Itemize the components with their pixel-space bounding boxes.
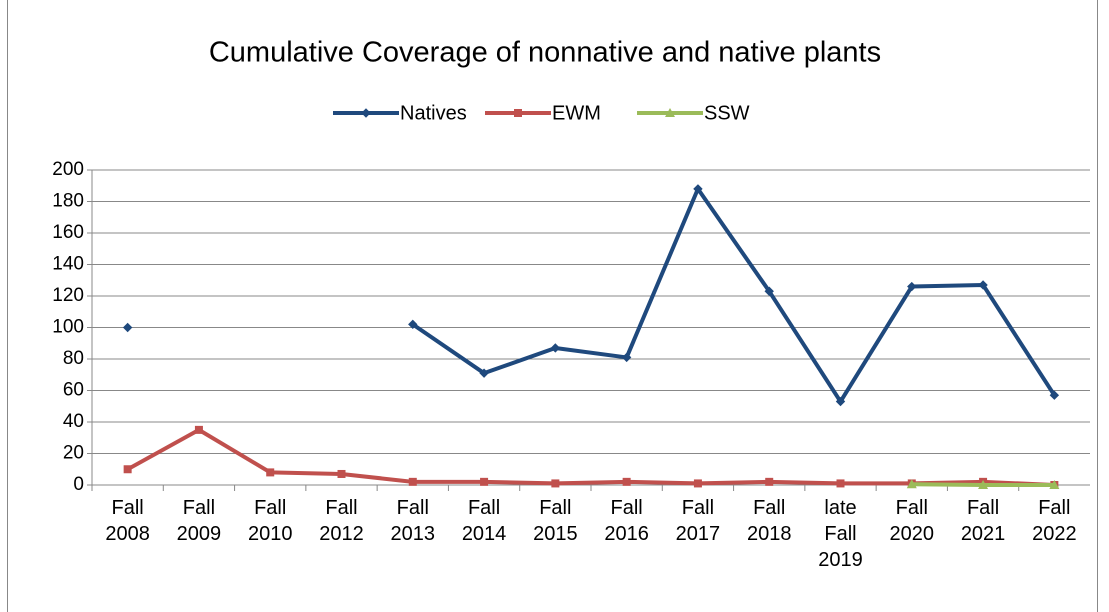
point <box>123 465 132 474</box>
chart-border <box>7 0 1098 612</box>
point <box>765 477 774 486</box>
point <box>1049 480 1060 489</box>
x-tick-label: Fall 2010 <box>247 497 293 545</box>
point <box>479 368 489 378</box>
point <box>1049 390 1060 400</box>
x-tick-label: Fall 2008 <box>105 497 150 545</box>
legend-label: Natives <box>400 102 467 124</box>
point <box>693 184 703 194</box>
point <box>408 477 417 486</box>
x-tick-label: Fall 2012 <box>319 497 364 545</box>
point <box>693 479 702 488</box>
point <box>764 286 774 296</box>
x-tick-label: late Fall 2019 <box>818 497 863 571</box>
x-tick-label: Fall 2015 <box>533 497 578 545</box>
x-tick-label: Fall 2018 <box>746 497 792 545</box>
point <box>621 352 632 363</box>
point <box>906 479 917 489</box>
x-tick-label: Fall 2014 <box>461 497 507 545</box>
point <box>337 469 346 478</box>
point <box>551 479 560 488</box>
y-tick-label: 140 <box>52 254 84 275</box>
legend-marker <box>514 109 522 117</box>
point <box>622 477 631 486</box>
point <box>122 322 133 333</box>
point <box>480 477 489 486</box>
x-tick-label: Fall 2013 <box>390 497 436 545</box>
legend-label: EWM <box>552 102 601 124</box>
point <box>194 425 203 434</box>
x-tick-label: Fall 2017 <box>675 497 721 545</box>
legend-marker <box>361 108 371 118</box>
chart-title: Cumulative Coverage of nonnative and nat… <box>209 37 881 69</box>
point <box>978 280 988 290</box>
point <box>550 343 561 353</box>
point <box>836 479 845 488</box>
legend-label: SSW <box>704 102 750 124</box>
y-tick-label: 100 <box>52 317 84 338</box>
legend-marker <box>665 108 675 117</box>
point <box>978 480 989 489</box>
y-tick-label: 0 <box>73 474 84 495</box>
series-line <box>411 186 1057 404</box>
point <box>835 396 846 407</box>
x-tick-label: Fall 2022 <box>1032 497 1077 545</box>
y-tick-label: 160 <box>52 222 84 243</box>
point <box>408 319 418 330</box>
x-tick-label: Fall 2016 <box>604 497 649 545</box>
point <box>266 468 275 477</box>
y-tick-label: 120 <box>52 285 84 306</box>
series-line <box>126 427 1055 487</box>
x-tick-label: Fall 2009 <box>176 497 222 545</box>
y-tick-label: 60 <box>63 380 84 401</box>
y-tick-label: 40 <box>63 411 84 432</box>
x-tick-label: Fall 2020 <box>889 497 935 545</box>
x-tick-label: Fall 2021 <box>960 497 1006 545</box>
point <box>907 281 917 292</box>
y-tick-label: 180 <box>52 191 84 212</box>
y-tick-label: 20 <box>63 443 84 464</box>
y-tick-label: 200 <box>52 159 84 180</box>
y-tick-label: 80 <box>63 348 84 369</box>
